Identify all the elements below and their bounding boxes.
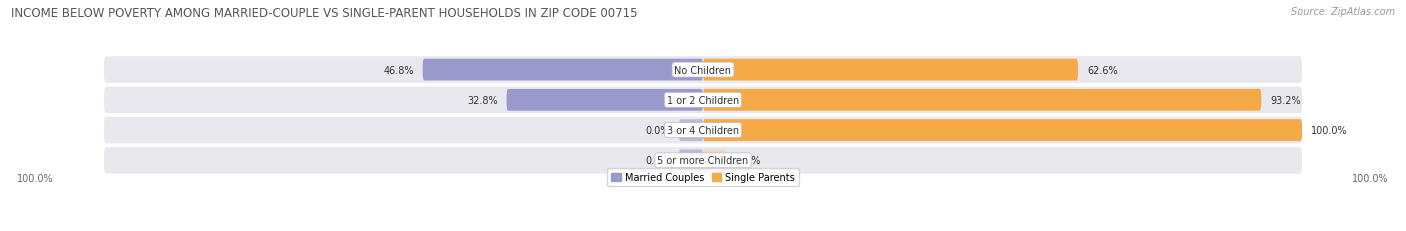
- Text: 32.8%: 32.8%: [467, 95, 498, 105]
- Text: Source: ZipAtlas.com: Source: ZipAtlas.com: [1291, 7, 1395, 17]
- FancyBboxPatch shape: [703, 59, 1078, 81]
- Text: INCOME BELOW POVERTY AMONG MARRIED-COUPLE VS SINGLE-PARENT HOUSEHOLDS IN ZIP COD: INCOME BELOW POVERTY AMONG MARRIED-COUPL…: [11, 7, 638, 20]
- FancyBboxPatch shape: [703, 90, 1261, 111]
- Text: 0.0%: 0.0%: [645, 125, 671, 135]
- Text: No Children: No Children: [675, 65, 731, 75]
- Text: 62.6%: 62.6%: [1087, 65, 1118, 75]
- FancyBboxPatch shape: [104, 57, 1302, 84]
- Text: 100.0%: 100.0%: [17, 173, 53, 183]
- Text: 3 or 4 Children: 3 or 4 Children: [666, 125, 740, 135]
- FancyBboxPatch shape: [423, 59, 703, 81]
- FancyBboxPatch shape: [506, 90, 703, 111]
- FancyBboxPatch shape: [679, 150, 703, 171]
- FancyBboxPatch shape: [703, 150, 727, 171]
- Text: 46.8%: 46.8%: [384, 65, 413, 75]
- FancyBboxPatch shape: [679, 120, 703, 141]
- Text: 0.0%: 0.0%: [735, 156, 761, 166]
- FancyBboxPatch shape: [104, 117, 1302, 144]
- Text: 93.2%: 93.2%: [1271, 95, 1301, 105]
- Text: 5 or more Children: 5 or more Children: [658, 156, 748, 166]
- FancyBboxPatch shape: [104, 87, 1302, 114]
- Text: 100.0%: 100.0%: [1310, 125, 1348, 135]
- Text: 100.0%: 100.0%: [1353, 173, 1389, 183]
- Legend: Married Couples, Single Parents: Married Couples, Single Parents: [607, 168, 799, 186]
- FancyBboxPatch shape: [703, 120, 1302, 141]
- FancyBboxPatch shape: [104, 147, 1302, 174]
- Text: 0.0%: 0.0%: [645, 156, 671, 166]
- Text: 1 or 2 Children: 1 or 2 Children: [666, 95, 740, 105]
